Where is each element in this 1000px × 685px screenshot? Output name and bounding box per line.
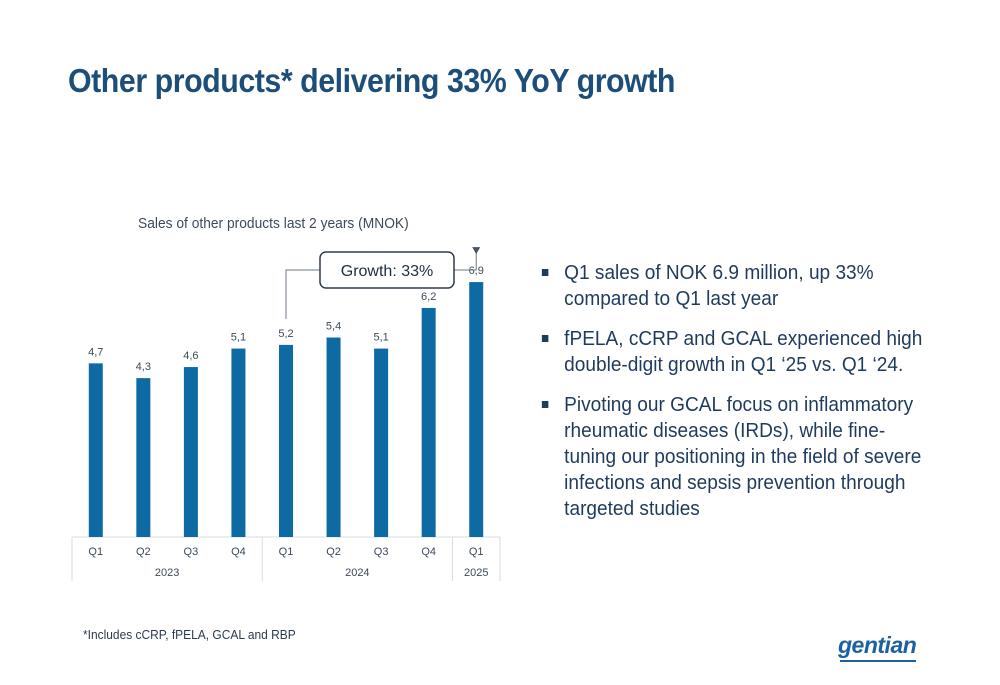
bar (421, 307, 436, 537)
data-label: 6,2 (421, 291, 436, 303)
bullet-text: fPELA, cCRP and GCAL experienced high do… (564, 327, 923, 376)
bullet-square-icon (541, 269, 549, 276)
year-label: 2025 (464, 567, 488, 579)
bullet-square-icon (541, 335, 549, 342)
data-label: 4,7 (88, 346, 103, 358)
year-label: 2023 (155, 567, 179, 579)
bar (231, 348, 246, 537)
tick-label: Q2 (136, 546, 151, 558)
tick-label: Q3 (374, 546, 389, 558)
bar (88, 363, 103, 537)
bar (469, 282, 484, 537)
tick-label: Q4 (231, 546, 246, 558)
bar-chart: 4,7 Q1 4,3 Q2 4,6 Q3 5,1 Q4 5,2 Q1 5,4 Q2 5,1 Q3 6,2 Q4… (71, 247, 501, 581)
page-title: Other products* delivering 33% YoY growt… (68, 62, 676, 99)
bullet-item: fPELA, cCRP and GCAL experienced high do… (540, 326, 931, 378)
growth-callout-label: Growth: 33% (341, 263, 433, 280)
growth-connector-right (454, 248, 477, 271)
bar (136, 378, 151, 537)
bullet-item: Q1 sales of NOK 6.9 million, up 33% comp… (540, 260, 931, 312)
logo-text: gentian (838, 632, 917, 658)
tick-label: Q3 (184, 546, 199, 558)
tick-label: Q1 (469, 546, 484, 558)
bullet-square-icon (541, 401, 549, 408)
tick-label: Q4 (421, 546, 436, 558)
tick-label: Q1 (88, 546, 103, 558)
data-label: 4,3 (136, 361, 151, 373)
year-label: 2024 (345, 567, 369, 579)
tick-label: Q1 (279, 546, 294, 558)
data-label: 5,1 (373, 332, 388, 344)
data-label: 5,2 (278, 328, 293, 340)
bullet-list: Q1 sales of NOK 6.9 million, up 33% comp… (540, 260, 960, 536)
arrow-head-icon (472, 247, 481, 255)
footnote: *Includes cCRP, fPELA, GCAL and RBP (83, 627, 296, 642)
tick-label: Q2 (326, 546, 341, 558)
growth-callout-box (319, 251, 455, 289)
bar (279, 344, 293, 537)
bar (183, 367, 198, 537)
data-label: 4,6 (183, 350, 198, 362)
data-label: 5,4 (326, 321, 341, 333)
bullet-item: Pivoting our GCAL focus on inflammatory … (540, 392, 931, 522)
data-label: 6,9 (469, 265, 484, 277)
chart-title: Sales of other products last 2 years (MN… (138, 215, 409, 232)
bar (326, 337, 341, 537)
data-label: 5,1 (231, 332, 246, 344)
bullet-text: Pivoting our GCAL focus on inflammatory … (564, 393, 922, 520)
bullet-text: Q1 sales of NOK 6.9 million, up 33% comp… (564, 261, 874, 310)
gentian-logo: gentian (838, 632, 917, 662)
growth-connector-left (285, 269, 320, 319)
bar (374, 348, 389, 537)
